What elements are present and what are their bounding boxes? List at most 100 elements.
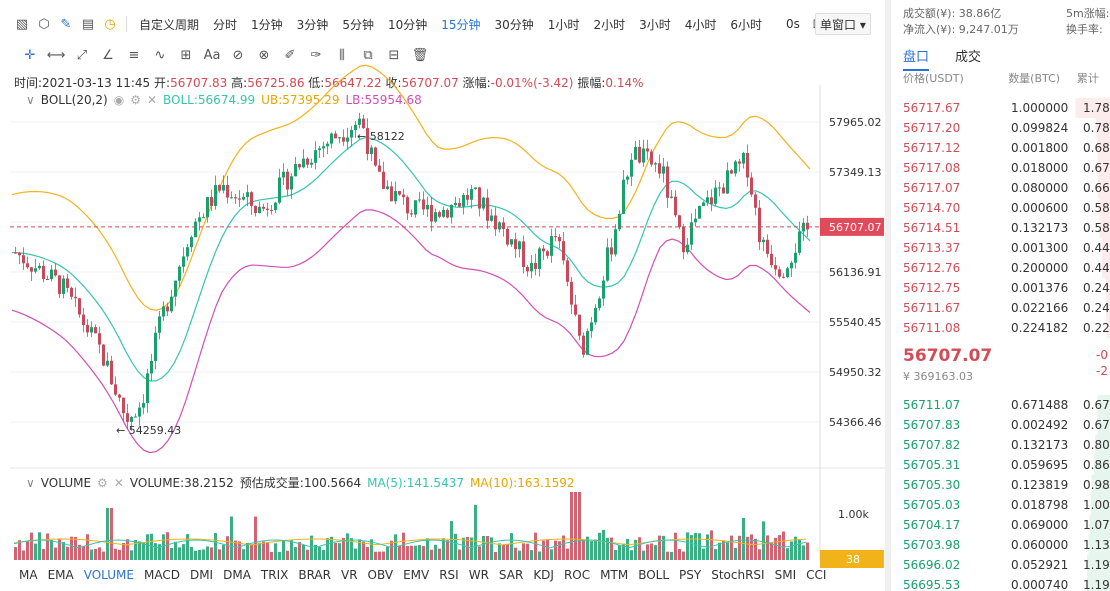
- ask-row[interactable]: 56717.67 1.000000 1.78: [891, 98, 1110, 118]
- volume-bar: [14, 547, 17, 560]
- ask-row[interactable]: 56717.07 0.080000 0.66: [891, 178, 1110, 198]
- period-6h[interactable]: 6小时: [730, 17, 762, 32]
- screenshot-icon[interactable]: ⊟: [388, 47, 400, 63]
- bid-row[interactable]: 56705.30 0.123819 0.98: [891, 475, 1110, 495]
- bid-row[interactable]: 56696.02 0.052921 1.19: [891, 555, 1110, 575]
- indicator-tab-ma[interactable]: MA: [19, 568, 38, 582]
- panel-splitter[interactable]: [885, 0, 890, 591]
- ask-row[interactable]: 56714.51 0.132173 0.58: [891, 218, 1110, 238]
- pattern-icon[interactable]: ⊘: [232, 47, 244, 63]
- indicator-tab-mtm[interactable]: MTM: [600, 568, 629, 582]
- indicator-tab-cci[interactable]: CCI: [806, 568, 827, 582]
- settings-icon[interactable]: ⬡: [38, 16, 50, 32]
- crosshair-icon[interactable]: ✛: [24, 47, 36, 63]
- order-price: 56717.07: [903, 181, 961, 195]
- custom-period-button[interactable]: 自定义周期: [139, 17, 200, 32]
- candlestick-chart[interactable]: 56707.07 57965.02 57349.13 56136.91 55540.45…: [0, 0, 885, 591]
- parallel-icon[interactable]: ≡: [128, 47, 140, 63]
- period-2h[interactable]: 2小时: [593, 17, 626, 32]
- indicator-tab-kdj[interactable]: KDJ: [533, 568, 554, 582]
- bid-row[interactable]: 56707.83 0.002492 0.67: [891, 415, 1110, 435]
- bid-row[interactable]: 56704.17 0.069000 1.07: [891, 515, 1110, 535]
- grid-icon[interactable]: ⊞: [180, 47, 192, 63]
- trash-icon[interactable]: 🗑: [411, 47, 429, 63]
- order-qty: 0.132173: [1011, 438, 1069, 452]
- bid-row[interactable]: 56703.98 0.060000 1.13: [891, 535, 1110, 555]
- period-5m[interactable]: 5分钟: [342, 17, 374, 32]
- clock-icon[interactable]: ◷: [104, 16, 116, 32]
- indicator-tab-macd[interactable]: MACD: [143, 568, 180, 582]
- horizontal-line-icon[interactable]: ⟷: [46, 47, 66, 63]
- close-icon[interactable]: ✕: [146, 93, 158, 107]
- period-1h[interactable]: 1小时: [547, 17, 580, 32]
- ray-icon[interactable]: ⤢: [76, 47, 88, 63]
- indicator-tab-wr[interactable]: WR: [468, 568, 489, 582]
- collapse-icon[interactable]: ∨: [26, 475, 35, 490]
- bid-row[interactable]: 56705.31 0.059695 0.86: [891, 455, 1110, 475]
- chart-icon[interactable]: ▧: [15, 16, 29, 32]
- close-icon[interactable]: ✕: [113, 475, 124, 490]
- bid-row[interactable]: 56695.53 0.000740 1.19: [891, 575, 1110, 591]
- indicator-tab-boll[interactable]: BOLL: [638, 568, 670, 582]
- calendar-icon[interactable]: ▤: [81, 16, 95, 32]
- candles-icon[interactable]: ⫼: [339, 47, 345, 63]
- indicator-tab-brar[interactable]: BRAR: [298, 568, 331, 582]
- ask-row[interactable]: 56713.37 0.001300 0.44: [891, 238, 1110, 258]
- brush-icon[interactable]: ✑: [310, 47, 322, 63]
- period-10m[interactable]: 10分钟: [387, 17, 428, 32]
- volume-bar: [358, 539, 361, 560]
- indicator-tab-emv[interactable]: EMV: [403, 568, 430, 582]
- ask-row[interactable]: 56717.20 0.099824 0.78: [891, 118, 1110, 138]
- period-1m[interactable]: 1分钟: [251, 17, 283, 32]
- ask-row[interactable]: 56711.08 0.224182 0.22: [891, 318, 1110, 338]
- ask-row[interactable]: 56714.70 0.000600 0.58: [891, 198, 1110, 218]
- ask-row[interactable]: 56717.08 0.018000 0.67: [891, 158, 1110, 178]
- gear-icon[interactable]: ⚙: [97, 475, 108, 490]
- gear-icon[interactable]: ⚙: [130, 93, 141, 107]
- eye-icon[interactable]: ◉: [113, 93, 125, 107]
- volume-bar: [386, 546, 389, 560]
- magnet-icon[interactable]: ⊗: [258, 47, 270, 63]
- period-fenshi[interactable]: 分时: [213, 17, 238, 32]
- ask-row[interactable]: 56711.67 0.022166 0.24: [891, 298, 1110, 318]
- indicator-tab-psy[interactable]: PSY: [679, 568, 702, 582]
- indicator-tab-vr[interactable]: VR: [340, 568, 358, 582]
- volume-bar: [374, 551, 377, 560]
- ask-row[interactable]: 56717.12 0.001800 0.68: [891, 138, 1110, 158]
- period-30m[interactable]: 30分钟: [494, 17, 534, 32]
- volume-bar: [70, 536, 73, 560]
- window-mode-select[interactable]: 单窗口 ▾: [815, 13, 871, 35]
- candle-body: [790, 262, 793, 269]
- collapse-icon[interactable]: ∨: [26, 93, 35, 107]
- indicator-tab-trix[interactable]: TRIX: [260, 568, 289, 582]
- indicator-tab-dma[interactable]: DMA: [223, 568, 251, 582]
- bid-row[interactable]: 56711.07 0.671488 0.67: [891, 395, 1110, 415]
- period-3m[interactable]: 3分钟: [296, 17, 329, 32]
- period-3h[interactable]: 3小时: [639, 17, 671, 32]
- bid-row[interactable]: 56707.82 0.132173 0.80: [891, 435, 1110, 455]
- indicator-tab-rsi[interactable]: RSI: [439, 568, 459, 582]
- tab-orderbook[interactable]: 盘口: [903, 46, 930, 71]
- indicator-tab-volume[interactable]: VOLUME: [83, 568, 134, 582]
- angle-icon[interactable]: ∠: [102, 47, 114, 63]
- pencil-icon[interactable]: ✐: [284, 47, 296, 63]
- bid-row[interactable]: 56705.03 0.018798 1.00: [891, 495, 1110, 515]
- indicator-tab-dmi[interactable]: DMI: [189, 568, 214, 582]
- period-15m[interactable]: 15分钟: [441, 17, 481, 32]
- tab-trades[interactable]: 成交: [955, 50, 982, 65]
- ask-row[interactable]: 56712.76 0.200000 0.44: [891, 258, 1110, 278]
- draw-icon[interactable]: ✎: [60, 16, 72, 32]
- period-4h[interactable]: 4小时: [684, 17, 717, 32]
- indicator-tab-stochrsi[interactable]: StochRSI: [711, 568, 765, 582]
- indicator-tab-smi[interactable]: SMI: [774, 568, 797, 582]
- text-icon[interactable]: Aa: [203, 47, 221, 63]
- indicator-tab-roc[interactable]: ROC: [563, 568, 591, 582]
- indicator-tab-obv[interactable]: OBV: [367, 568, 394, 582]
- wave-icon[interactable]: ∿: [154, 47, 166, 63]
- candle-body: [402, 194, 405, 198]
- indicator-tab-ema[interactable]: EMA: [47, 568, 74, 582]
- copy-icon[interactable]: ⧉: [363, 47, 373, 63]
- indicator-tab-sar[interactable]: SAR: [498, 568, 524, 582]
- ask-row[interactable]: 56712.75 0.001376 0.24: [891, 278, 1110, 298]
- volume-bar: [166, 532, 169, 560]
